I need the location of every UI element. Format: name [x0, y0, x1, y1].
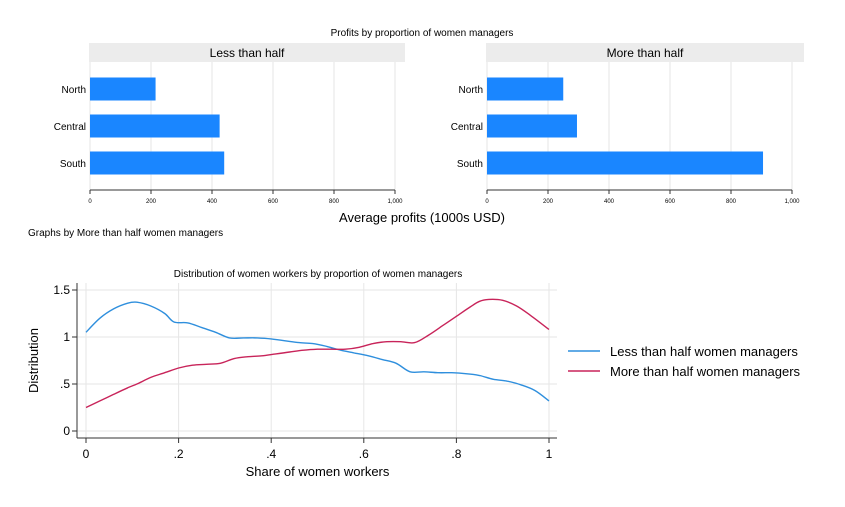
density-plot: 0 .2 .4 .6 .8 1 0 .5 1 1.5 Share of women workers D… — [26, 283, 557, 479]
bar — [90, 77, 156, 101]
category-label: North — [459, 85, 483, 96]
top-x-axis-label: Average profits (1000s USD) — [339, 210, 505, 225]
x-axis-title: Share of women workers — [246, 464, 390, 479]
series-line-1 — [85, 301, 550, 402]
by-variable-note: Graphs by More than half women managers — [28, 228, 223, 239]
bottom-chart-title: Distribution of women workers by proport… — [174, 269, 462, 280]
bar — [487, 151, 764, 175]
x-tick-label: 600 — [665, 199, 676, 205]
y-tick-label: 0 — [63, 424, 70, 438]
panel-1-header-label: Less than half — [210, 46, 285, 60]
category-label: Central — [451, 122, 483, 133]
x-tick-label: 0 — [485, 199, 489, 205]
x-tick-label: 1 — [546, 447, 553, 461]
x-tick-label: .4 — [266, 447, 276, 461]
x-tick-label: 1,000 — [387, 199, 403, 205]
x-tick-label: .8 — [451, 447, 461, 461]
x-tick-label: 800 — [329, 199, 340, 205]
x-tick-label: 0 — [88, 199, 92, 205]
x-tick-label: 400 — [207, 199, 218, 205]
y-tick-label: .5 — [60, 377, 70, 391]
bar — [90, 151, 225, 175]
x-tick-label: 600 — [268, 199, 279, 205]
bar — [90, 114, 220, 138]
x-tick-label: .6 — [359, 447, 369, 461]
panel-2-header — [486, 43, 804, 62]
series-line-2 — [85, 298, 550, 409]
x-tick-label: 400 — [604, 199, 615, 205]
x-tick-label: .2 — [174, 447, 184, 461]
bar — [487, 77, 564, 101]
category-label: South — [457, 159, 483, 170]
x-tick-label: 200 — [146, 199, 157, 205]
legend: Less than half women managers More than h… — [568, 344, 801, 379]
category-label: North — [62, 85, 86, 96]
y-tick-label: 1.5 — [53, 283, 70, 297]
category-label: Central — [54, 122, 86, 133]
legend-label: Less than half women managers — [610, 344, 798, 359]
panel-1-header — [89, 43, 405, 62]
x-tick-label: 200 — [543, 199, 554, 205]
panel-2-header-label: More than half — [607, 46, 684, 60]
top-figure-title: Profits by proportion of women managers — [331, 28, 514, 39]
y-tick-label: 1 — [63, 330, 70, 344]
x-tick-label: 800 — [726, 199, 737, 205]
bar — [487, 114, 577, 138]
x-tick-label: 1,000 — [784, 199, 800, 205]
legend-label: More than half women managers — [610, 364, 801, 379]
panel-1-plot: 0 200 400 600 800 1,000 North Central South — [54, 62, 403, 205]
category-label: South — [60, 159, 86, 170]
x-tick-label: 0 — [83, 447, 90, 461]
panel-2-plot: 0 200 400 600 800 1,000 North Central South — [451, 62, 800, 205]
y-axis-title: Distribution — [26, 328, 41, 393]
